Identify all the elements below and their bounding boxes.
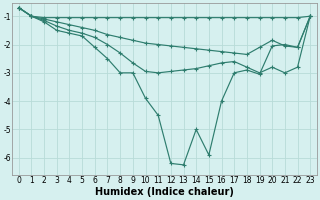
X-axis label: Humidex (Indice chaleur): Humidex (Indice chaleur): [95, 187, 234, 197]
